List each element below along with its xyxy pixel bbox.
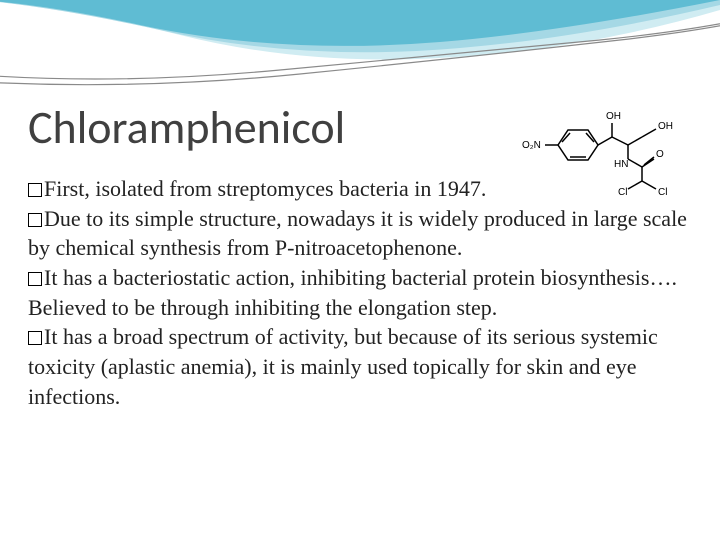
- bullet-item: Due to its simple structure, nowadays it…: [28, 204, 692, 263]
- bullet-item: First, isolated from streptomyces bacter…: [28, 174, 692, 204]
- bullet-text: Due to its simple structure, nowadays it…: [28, 206, 687, 261]
- bullet-icon: [28, 272, 42, 286]
- slide-title: Chloramphenicol: [28, 100, 692, 156]
- slide-content: Chloramphenicol First, isolated from str…: [28, 100, 692, 412]
- bullet-text: It has a bacteriostatic action, inhibiti…: [28, 265, 677, 320]
- bullet-icon: [28, 183, 42, 197]
- bullet-item: It has a bacteriostatic action, inhibiti…: [28, 263, 692, 322]
- body-text: First, isolated from streptomyces bacter…: [28, 174, 692, 412]
- bullet-icon: [28, 331, 42, 345]
- bullet-item: It has a broad spectrum of activity, but…: [28, 322, 692, 411]
- wave-decoration: [0, 0, 720, 90]
- bullet-text: It has a broad spectrum of activity, but…: [28, 324, 658, 408]
- bullet-icon: [28, 213, 42, 227]
- bullet-text: First, isolated from streptomyces bacter…: [44, 176, 486, 201]
